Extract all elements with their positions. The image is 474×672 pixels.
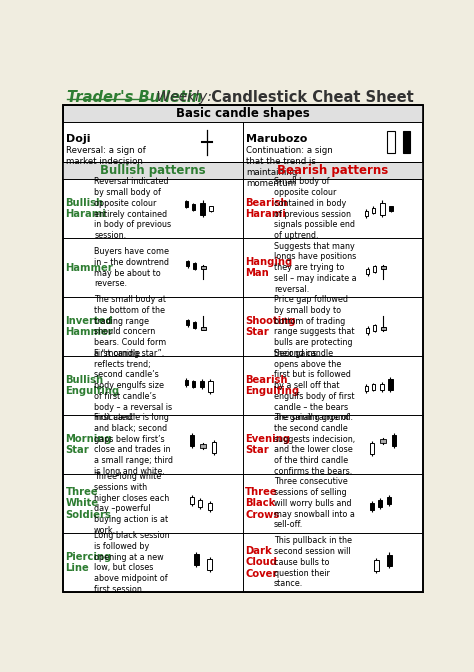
Bar xyxy=(402,132,410,153)
Bar xyxy=(193,323,196,328)
Bar xyxy=(370,443,374,454)
Text: Three consecutive
sessions of selling
will worry bulls and
may snowball into a
s: Three consecutive sessions of selling wi… xyxy=(274,478,355,530)
Bar xyxy=(185,380,188,385)
Bar xyxy=(212,442,216,453)
Bar xyxy=(387,497,392,504)
Bar xyxy=(378,499,382,507)
Text: The small body at
the bottom of the
trading range
should concern
bears. Could fo: The small body at the bottom of the trad… xyxy=(94,295,166,358)
Bar xyxy=(186,261,190,267)
Text: Bullish
Engulfing: Bullish Engulfing xyxy=(65,375,119,396)
Text: Marubozo: Marubozo xyxy=(246,134,308,144)
Text: Reversal indicated
by small body of
opposite colour
entirely contained
in body o: Reversal indicated by small body of oppo… xyxy=(94,177,171,240)
Bar xyxy=(370,503,374,511)
Bar xyxy=(192,204,195,210)
Text: Buyers have come
in – the downtrend
may be about to
reverse.: Buyers have come in – the downtrend may … xyxy=(94,247,169,288)
Bar xyxy=(190,435,194,446)
Bar xyxy=(380,202,385,215)
Text: Price gap followed
by small body to
bottom of trading
range suggests that
bulls : Price gap followed by small body to bott… xyxy=(274,295,355,358)
Bar xyxy=(381,266,385,269)
Text: This pullback in the
second session will
cause bulls to
question their
stance.: This pullback in the second session will… xyxy=(274,536,352,589)
Text: Weekly:: Weekly: xyxy=(152,90,212,104)
Bar xyxy=(365,210,368,216)
Text: Continuation: a sign
that the trend is
maintaining
momentum: Continuation: a sign that the trend is m… xyxy=(246,146,333,188)
Text: First candle is long
and black; second
gaps below first’s
close and trades in
a : First candle is long and black; second g… xyxy=(94,413,173,476)
Text: Small body of
opposite colour
contained in body
of previous session
signals poss: Small body of opposite colour contained … xyxy=(274,177,355,240)
Text: Hammer: Hammer xyxy=(65,263,113,273)
Bar xyxy=(381,327,385,330)
Bar xyxy=(380,384,383,390)
Text: Three
White
Soldiers: Three White Soldiers xyxy=(65,487,111,520)
Text: Bullish
Harami: Bullish Harami xyxy=(65,198,106,220)
Bar xyxy=(374,560,379,571)
Bar xyxy=(387,132,395,153)
Bar xyxy=(372,384,374,390)
Bar xyxy=(366,269,369,274)
Bar xyxy=(63,162,243,179)
Text: Second candle
opens above the
first but is followed
by a sell off that
engulfs b: Second candle opens above the first but … xyxy=(274,349,355,422)
Text: Candlestick Cheat Sheet: Candlestick Cheat Sheet xyxy=(201,90,414,105)
Bar xyxy=(200,381,204,387)
Text: The small range of
the second candle
suggests indecision,
and the lower close
of: The small range of the second candle sug… xyxy=(274,413,355,476)
Bar xyxy=(392,435,396,446)
Bar xyxy=(190,497,194,504)
Text: Three long white
sessions with
higher closes each
day –powerful
buying action is: Three long white sessions with higher cl… xyxy=(94,472,169,535)
Text: Bearish
Harami: Bearish Harami xyxy=(245,198,288,220)
Bar xyxy=(63,106,423,122)
Bar xyxy=(209,206,213,211)
Bar xyxy=(192,381,195,386)
Text: Shooting
Star: Shooting Star xyxy=(245,316,296,337)
Text: Suggests that many
longs have positions
they are trying to
sell – may indicate a: Suggests that many longs have positions … xyxy=(274,242,356,294)
Bar xyxy=(208,381,213,392)
Bar xyxy=(208,503,211,511)
Bar xyxy=(201,266,206,269)
Bar xyxy=(201,202,205,215)
Bar xyxy=(198,499,202,507)
Bar xyxy=(372,208,374,213)
Text: Long black session
is followed by
opening at a new
low, but closes
above midpoin: Long black session is followed by openin… xyxy=(94,531,170,594)
Bar xyxy=(380,439,385,443)
Bar xyxy=(194,554,199,564)
Text: Inverted
Hammer: Inverted Hammer xyxy=(65,316,113,337)
Text: Bullish patterns: Bullish patterns xyxy=(100,164,206,177)
Text: Bearish patterns: Bearish patterns xyxy=(277,164,389,177)
Text: Piercing
Line: Piercing Line xyxy=(65,552,112,573)
Text: Bearish
Engulfing: Bearish Engulfing xyxy=(245,375,300,396)
Bar xyxy=(388,380,392,390)
Bar xyxy=(193,263,196,269)
Text: Reversal: a sign of
market indecision: Reversal: a sign of market indecision xyxy=(66,146,146,166)
Bar xyxy=(207,559,212,570)
Bar xyxy=(373,325,376,331)
Text: Basic candle shapes: Basic candle shapes xyxy=(176,108,310,120)
Bar xyxy=(186,320,190,325)
Text: Evening
Star: Evening Star xyxy=(245,433,290,456)
Text: Three
Black
Crows: Three Black Crows xyxy=(245,487,280,520)
Bar xyxy=(185,202,188,207)
Bar xyxy=(373,267,376,272)
Text: Morning
Star: Morning Star xyxy=(65,433,112,456)
Bar xyxy=(366,328,369,333)
Text: Doji: Doji xyxy=(66,134,91,144)
Bar xyxy=(387,555,392,566)
Bar xyxy=(365,386,368,391)
Text: Hanging
Man: Hanging Man xyxy=(245,257,292,278)
Bar xyxy=(389,206,393,211)
Text: First candle
reflects trend;
second candle’s
body engulfs size
of first candle’s: First candle reflects trend; second cand… xyxy=(94,349,172,422)
Bar xyxy=(201,444,206,448)
Bar xyxy=(201,327,206,330)
Bar xyxy=(243,162,423,179)
Text: Dark
Cloud
Cover: Dark Cloud Cover xyxy=(245,546,278,579)
Text: Trader's Bulletin: Trader's Bulletin xyxy=(67,90,202,105)
